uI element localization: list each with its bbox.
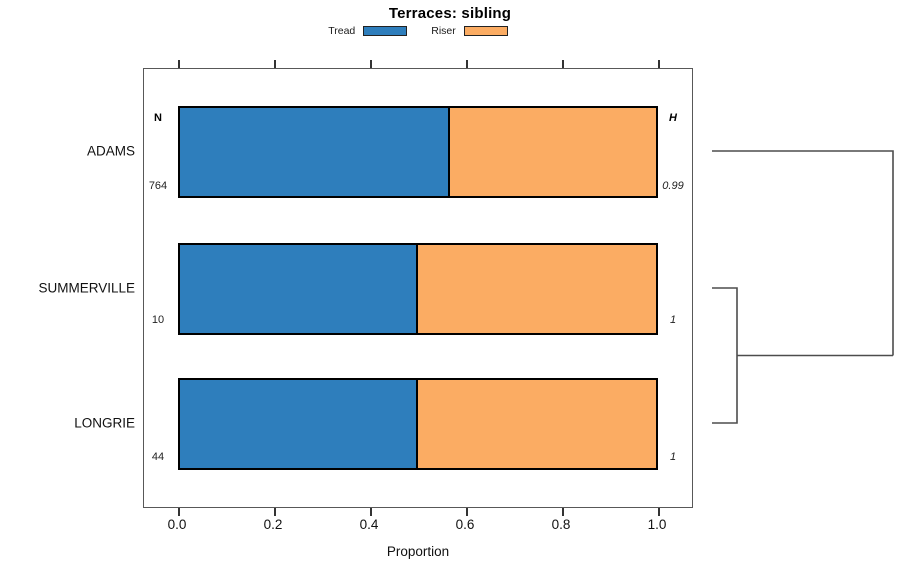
tread-segment bbox=[180, 108, 450, 196]
legend-label-tread: Tread bbox=[328, 25, 356, 37]
riser-swatch bbox=[463, 26, 508, 36]
legend-item-tread: Tread bbox=[328, 25, 408, 37]
bar-row bbox=[178, 378, 658, 470]
dendrogram bbox=[712, 150, 894, 424]
riser-segment bbox=[418, 245, 656, 333]
h-value: 0.99 bbox=[662, 180, 684, 192]
category-label-adams: ADAMS bbox=[86, 143, 135, 159]
x-tick-label: 0.2 bbox=[263, 517, 283, 532]
x-tick bbox=[274, 60, 276, 68]
x-tick-label: 0.6 bbox=[455, 517, 475, 532]
bar-row bbox=[178, 106, 658, 198]
x-tick-label: 0.8 bbox=[551, 517, 571, 532]
x-tick bbox=[370, 508, 372, 516]
tread-swatch bbox=[363, 26, 408, 36]
n-value: 10 bbox=[151, 314, 165, 326]
chart-title: Terraces: sibling bbox=[388, 5, 512, 22]
h-value: 1 bbox=[669, 314, 677, 326]
x-axis-tick-labels: 0.0 0.2 0.4 0.6 0.8 1.0 bbox=[143, 517, 693, 533]
x-axis-title: Proportion bbox=[386, 544, 450, 559]
legend-label-riser: Riser bbox=[431, 25, 456, 37]
x-tick bbox=[466, 508, 468, 516]
bar-row bbox=[178, 243, 658, 335]
plot-area bbox=[143, 60, 693, 516]
x-tick bbox=[562, 60, 564, 68]
tread-segment bbox=[180, 245, 418, 333]
legend: Tread Riser bbox=[143, 25, 693, 37]
x-tick bbox=[658, 60, 660, 68]
category-label-summerville: SUMMERVILLE bbox=[38, 280, 135, 296]
n-value: 764 bbox=[148, 180, 168, 192]
h-value: 1 bbox=[669, 451, 677, 463]
legend-item-riser: Riser bbox=[431, 25, 508, 37]
x-tick-label: 0.0 bbox=[167, 517, 187, 532]
riser-segment bbox=[418, 380, 656, 468]
x-tick-label: 1.0 bbox=[647, 517, 667, 532]
x-tick bbox=[466, 60, 468, 68]
h-column-header: H bbox=[669, 112, 677, 124]
x-tick bbox=[562, 508, 564, 516]
n-value: 44 bbox=[151, 451, 165, 463]
riser-segment bbox=[449, 108, 656, 196]
x-tick bbox=[658, 508, 660, 516]
tread-segment bbox=[180, 380, 418, 468]
x-tick-label: 0.4 bbox=[359, 517, 379, 532]
category-label-longrie: LONGRIE bbox=[74, 415, 135, 431]
n-column-header: N bbox=[154, 112, 162, 124]
x-tick bbox=[274, 508, 276, 516]
x-tick bbox=[178, 508, 180, 516]
x-tick bbox=[178, 60, 180, 68]
x-tick bbox=[370, 60, 372, 68]
